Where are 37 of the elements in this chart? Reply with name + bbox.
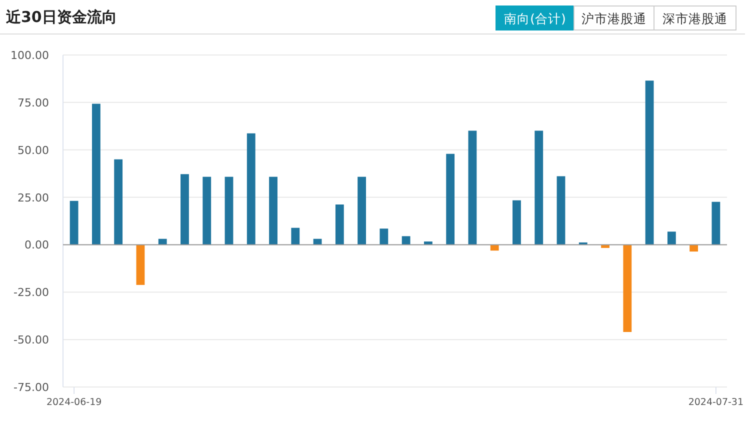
bar xyxy=(380,228,388,245)
bar xyxy=(136,244,145,285)
bar xyxy=(601,244,610,248)
y-tick-label: -50.00 xyxy=(14,334,49,347)
title: 近30日资金流向 xyxy=(6,8,117,26)
bar xyxy=(224,176,234,245)
bar xyxy=(468,130,477,245)
bar xyxy=(667,232,676,245)
bar xyxy=(291,228,300,245)
bar xyxy=(335,204,344,245)
bar xyxy=(358,176,366,245)
bar xyxy=(92,104,100,245)
bar xyxy=(623,244,632,332)
bar xyxy=(180,174,189,245)
y-tick-label: -25.00 xyxy=(14,286,49,300)
bar xyxy=(446,154,455,245)
y-tick-label: -75.00 xyxy=(14,381,49,394)
bar xyxy=(70,200,78,245)
bar xyxy=(490,244,499,251)
bar xyxy=(202,176,212,245)
y-tick-label: 100.00 xyxy=(10,49,49,62)
bar xyxy=(402,236,410,245)
y-tick-label: 50.00 xyxy=(18,144,49,157)
bar xyxy=(512,200,521,245)
bar xyxy=(690,244,698,252)
x-tick-label: 2024-06-19 xyxy=(46,397,102,408)
y-tick-label: 0.00 xyxy=(24,238,49,252)
y-tick-label: 75.00 xyxy=(18,96,49,110)
bar xyxy=(269,176,278,245)
bar xyxy=(534,130,544,245)
bar xyxy=(114,159,123,245)
y-tick-label: 25.00 xyxy=(18,191,49,204)
bar xyxy=(246,133,256,245)
bar xyxy=(556,176,566,245)
bar xyxy=(645,80,654,245)
x-tick-label: 2024-07-31 xyxy=(688,397,744,408)
bar xyxy=(712,202,720,245)
